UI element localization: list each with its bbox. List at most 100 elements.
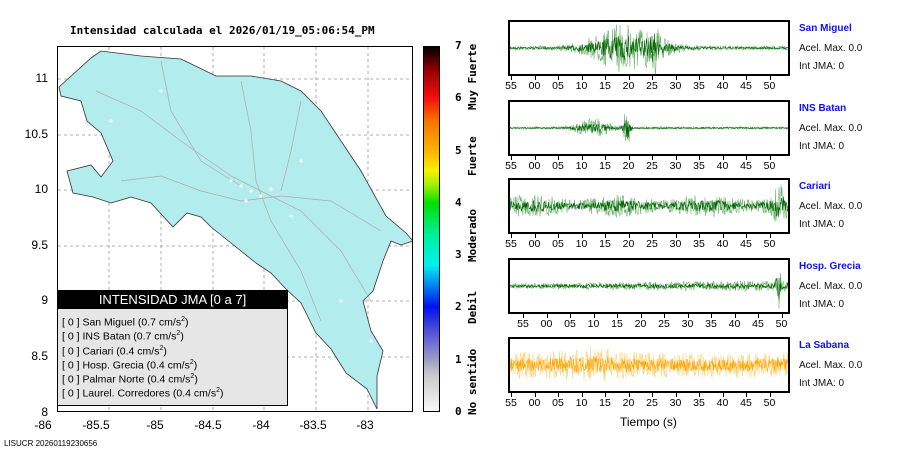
station-jma-intensity: Int JMA: 0 — [799, 61, 845, 72]
lon-label: -85.5 — [82, 418, 110, 432]
time-tick — [581, 234, 583, 238]
time-tick — [534, 156, 536, 160]
time-tick-label: 20 — [622, 160, 635, 172]
legend-station: INS Batan — [82, 330, 131, 343]
station-max-accel: Acel. Max. 0.0 — [799, 123, 863, 134]
time-tick-label: 55 — [517, 318, 529, 330]
time-tick — [758, 314, 759, 318]
legend-heading: INTENSIDAD JMA [0 a 7] — [58, 291, 287, 309]
colorbar-tick: 7 — [455, 38, 462, 52]
time-tick-label: 10 — [587, 318, 600, 330]
waveform-panel — [508, 178, 790, 234]
station-max-accel: Acel. Max. 0.0 — [799, 43, 863, 54]
legend-item: [ 0 ] Cariari (0.4 cm/s2) — [58, 342, 287, 358]
intensity-colorbar — [423, 46, 440, 412]
station-max-accel: Acel. Max. 0.0 — [799, 281, 863, 292]
time-tick-label: 55 — [505, 80, 517, 92]
colorbar-tick: 5 — [455, 143, 462, 157]
legend-close: ) — [184, 316, 189, 329]
time-tick-label: 45 — [752, 318, 764, 330]
station-name: INS Batan — [799, 103, 847, 114]
station-name: Cariari — [799, 181, 831, 192]
time-tick — [534, 76, 536, 80]
time-tick — [628, 76, 630, 80]
lat-label: 8 — [41, 405, 48, 419]
waveform-trace — [509, 272, 789, 309]
time-tick-label: 05 — [552, 238, 564, 250]
time-tick-label: 25 — [646, 80, 658, 92]
lon-label: -84 — [252, 418, 270, 432]
time-tick — [581, 76, 583, 80]
legend-close: ) — [180, 330, 184, 343]
time-tick — [558, 156, 559, 160]
time-tick — [722, 234, 724, 238]
lon-label: -84.5 — [194, 418, 222, 432]
lat-label: 9 — [41, 293, 48, 307]
time-tick — [675, 76, 677, 80]
time-tick — [722, 76, 724, 80]
legend-value: (0.7 cm/s — [133, 330, 177, 343]
map-canvas — [58, 47, 412, 411]
intensity-legend: INTENSIDAD JMA [0 a 7] [ 0 ] San Miguel … — [57, 290, 288, 406]
legend-station: Cariari — [82, 345, 114, 358]
waveform-trace — [509, 24, 789, 77]
time-tick — [511, 76, 512, 80]
station-jma-intensity: Int JMA: 0 — [799, 141, 845, 152]
colorbar-tick: 6 — [455, 91, 462, 105]
time-tick-label: 40 — [716, 80, 729, 92]
time-tick — [769, 156, 771, 160]
time-tick — [534, 234, 536, 238]
time-tick — [699, 234, 700, 238]
waveform-panel — [508, 100, 790, 156]
time-tick-label: 45 — [740, 397, 752, 409]
lat-label: 9.5 — [31, 238, 48, 252]
time-tick — [769, 393, 771, 397]
legend-close: ) — [193, 359, 198, 372]
time-tick — [675, 234, 677, 238]
country-shape — [58, 50, 412, 410]
time-tick-label: 15 — [611, 318, 623, 330]
time-tick-label: 00 — [540, 318, 553, 330]
time-tick-label: 50 — [763, 238, 776, 250]
legend-item: [ 0 ] Hosp. Grecia (0.4 cm/s2) — [58, 356, 287, 372]
time-tick-label: 10 — [575, 238, 588, 250]
time-tick — [593, 314, 595, 318]
waveform-trace — [509, 113, 789, 142]
station-max-accel: Acel. Max. 0.0 — [799, 360, 863, 371]
time-tick-label: 45 — [740, 238, 752, 250]
time-tick-label: 35 — [705, 318, 717, 330]
legend-value: (0.4 cm/s — [147, 373, 191, 386]
time-tick — [652, 156, 653, 160]
time-tick-label: 50 — [775, 318, 788, 330]
time-tick-label: 50 — [763, 397, 776, 409]
legend-station: Palmar Norte — [82, 373, 145, 386]
station-name: La Sabana — [799, 340, 850, 351]
legend-item: [ 0 ] INS Batan (0.7 cm/s2) — [58, 327, 287, 343]
station-name: San Miguel — [799, 23, 852, 34]
legend-unit-exp: 2 — [181, 316, 185, 323]
legend-unit-exp: 2 — [189, 358, 194, 366]
time-tick — [664, 314, 665, 318]
time-tick-label: 35 — [693, 238, 705, 250]
time-tick-label: 00 — [528, 397, 541, 409]
legend-station: Laurel. Corredores — [82, 387, 170, 400]
time-tick-label: 05 — [552, 397, 564, 409]
time-tick-label: 05 — [552, 160, 564, 172]
legend-item: [ 0 ] Laurel. Corredores (0.4 cm/s2) — [58, 384, 287, 400]
colorbar-category: Fuerte — [466, 136, 479, 176]
time-tick-label: 15 — [599, 238, 611, 250]
waveform-panel — [508, 258, 790, 314]
time-tick-label: 40 — [716, 397, 729, 409]
time-tick — [652, 76, 653, 80]
time-tick — [511, 234, 512, 238]
time-tick — [652, 234, 653, 238]
station-name: Hosp. Grecia — [799, 261, 861, 272]
time-tick — [558, 234, 559, 238]
time-tick-label: 30 — [669, 160, 682, 172]
time-tick-label: 35 — [693, 397, 705, 409]
footer-id: LISUCR 20260119230656 — [4, 439, 98, 448]
legend-station: San Miguel — [82, 316, 135, 329]
lat-label: 10.5 — [24, 127, 48, 141]
time-tick-label: 00 — [528, 238, 541, 250]
